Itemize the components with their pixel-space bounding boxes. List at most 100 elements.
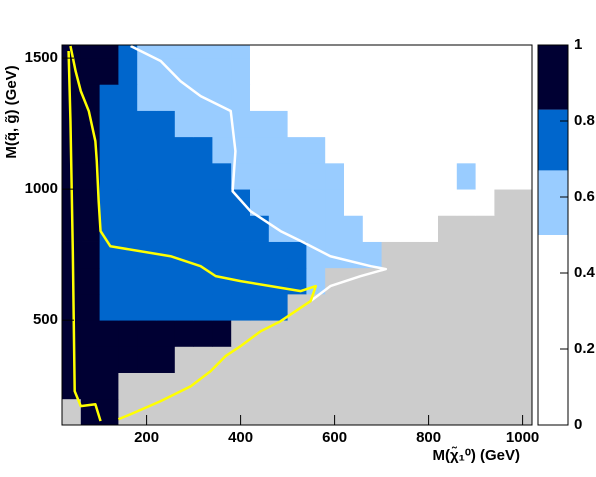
- heatmap-cell: [287, 293, 307, 321]
- heatmap-cell: [137, 372, 157, 400]
- heatmap-cell: [137, 346, 157, 373]
- heatmap-cell: [381, 215, 401, 242]
- heatmap-cell: [438, 189, 458, 216]
- heatmap-cell: [494, 189, 514, 216]
- heatmap-cell: [62, 320, 82, 347]
- heatmap-cell: [137, 215, 157, 242]
- heatmap-cell: [99, 162, 119, 190]
- heatmap-cell: [513, 215, 533, 242]
- heatmap-cell: [137, 110, 157, 138]
- heatmap-cell: [513, 372, 533, 400]
- x-tick-label: 800: [416, 429, 441, 446]
- heatmap-cell: [306, 241, 326, 269]
- heatmap-cell: [325, 84, 345, 111]
- heatmap-cell: [494, 136, 514, 164]
- y-tick-label: 1000: [25, 180, 58, 197]
- heatmap-cell: [362, 372, 382, 400]
- heatmap-cell: [99, 398, 119, 426]
- heatmap-cell: [513, 162, 533, 190]
- heatmap-cell: [193, 398, 213, 426]
- heatmap-cell: [381, 84, 401, 111]
- heatmap-cell: [362, 110, 382, 138]
- heatmap-cell: [475, 58, 495, 85]
- heatmap-cell: [494, 267, 514, 295]
- heatmap-cell: [400, 372, 420, 400]
- heatmap-cell: [287, 136, 307, 164]
- heatmap-cell: [287, 241, 307, 269]
- heatmap-cell: [174, 189, 194, 216]
- heatmap-cell: [137, 58, 157, 85]
- heatmap-cell: [99, 58, 119, 85]
- heatmap-cell: [325, 189, 345, 216]
- contour-line: [67, 50, 102, 422]
- heatmap-cell: [156, 189, 176, 216]
- heatmap-cell: [494, 241, 514, 269]
- heatmap-cell: [513, 346, 533, 373]
- heatmap-cell: [475, 293, 495, 321]
- heatmap-cell: [99, 189, 119, 216]
- heatmap-cell: [362, 45, 382, 59]
- heatmap-cell: [156, 215, 176, 242]
- heatmap-cell: [193, 58, 213, 85]
- heatmap-cell: [306, 162, 326, 190]
- heatmap-cell: [268, 293, 288, 321]
- heatmap-cell: [212, 189, 232, 216]
- heatmap-cell: [80, 241, 100, 269]
- heatmap-cell: [306, 372, 326, 400]
- heatmap-cell: [193, 346, 213, 373]
- heatmap-cell: [456, 45, 476, 59]
- heatmap-cell: [362, 189, 382, 216]
- heatmap-cell: [137, 320, 157, 347]
- heatmap-cell: [513, 58, 533, 85]
- heatmap-cell: [325, 320, 345, 347]
- heatmap-cell: [137, 293, 157, 321]
- heatmap-cell: [475, 241, 495, 269]
- heatmap-cell: [212, 372, 232, 400]
- heatmap-cell: [513, 110, 533, 138]
- heatmap-cell: [513, 189, 533, 216]
- heatmap-cell: [118, 398, 138, 426]
- heatmap-cell: [250, 241, 270, 269]
- heatmap-cell: [287, 398, 307, 426]
- heatmap-cell: [174, 45, 194, 59]
- y-axis-title: M(q̃, g̃) (GeV): [3, 65, 20, 158]
- heatmap-cell: [268, 58, 288, 85]
- heatmap-cell: [268, 241, 288, 269]
- colorbar-tick-label: 0.2: [574, 340, 595, 357]
- heatmap-cell: [475, 372, 495, 400]
- heatmap-cell: [362, 346, 382, 373]
- heatmap-cell: [362, 215, 382, 242]
- heatmap-cell: [400, 398, 420, 426]
- heatmap-cell: [456, 346, 476, 373]
- heatmap-cell: [174, 84, 194, 111]
- heatmap-cell: [118, 110, 138, 138]
- heatmap-cell: [212, 267, 232, 295]
- x-axis-title: M(χ̃₁⁰) (GeV): [432, 446, 520, 464]
- heatmap-cell: [80, 267, 100, 295]
- heatmap-cell: [287, 215, 307, 242]
- heatmap-cell: [438, 346, 458, 373]
- heatmap-cell: [513, 320, 533, 347]
- heatmap-cell: [362, 136, 382, 164]
- heatmap-cell: [99, 372, 119, 400]
- heatmap-cell: [306, 110, 326, 138]
- heatmap-cell: [287, 162, 307, 190]
- heatmap-cell: [62, 398, 82, 426]
- heatmap-cell: [268, 110, 288, 138]
- heatmap-cell: [118, 84, 138, 111]
- heatmap-cell: [80, 189, 100, 216]
- heatmap-cell: [344, 215, 364, 242]
- heatmap-cell: [513, 398, 533, 426]
- heatmap-cell: [344, 346, 364, 373]
- heatmap-cell: [231, 45, 251, 59]
- heatmap-cell: [231, 162, 251, 190]
- heatmap-cell: [156, 372, 176, 400]
- heatmap-cell: [381, 189, 401, 216]
- heatmap-cell: [419, 110, 439, 138]
- heatmap-cell: [513, 84, 533, 111]
- heatmap-cell: [62, 267, 82, 295]
- heatmap-cell: [231, 110, 251, 138]
- heatmap-cell: [212, 162, 232, 190]
- heatmap-cell: [419, 241, 439, 269]
- heatmap-cell: [344, 58, 364, 85]
